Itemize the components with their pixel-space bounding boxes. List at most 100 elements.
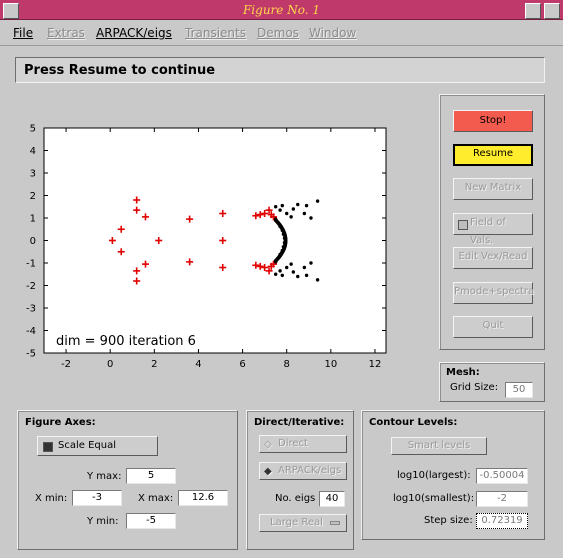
x-tick-label: 8 — [284, 359, 290, 370]
xmax-label: X max: — [138, 493, 174, 504]
grid-size-label: Grid Size: — [450, 382, 499, 393]
menu-demos[interactable]: Demos — [257, 26, 299, 40]
menu-arpack-eigs[interactable]: ARPACK/eigs — [96, 26, 172, 40]
x-tick-label: 6 — [239, 359, 245, 370]
menu-file[interactable]: File — [13, 26, 34, 40]
status-message-box: Press Resume to continue — [15, 57, 545, 83]
direct-radio[interactable]: ◇ Direct — [259, 435, 347, 453]
edit-view-button[interactable]: Edit Vex/Read — [453, 247, 533, 269]
eigenvalue-marker — [265, 267, 273, 275]
minimize-icon[interactable] — [525, 3, 541, 19]
ritz-value-marker — [289, 262, 293, 266]
y-tick-label: -5 — [26, 349, 36, 360]
field-of-values-toggle[interactable]: Field of Vals. — [453, 213, 533, 246]
eigenvalue-marker — [219, 264, 227, 271]
plot-area — [43, 127, 387, 354]
y-tick-label: 1 — [30, 214, 36, 225]
control-panel: Stop! Resume New Matrix Field of Vals. E… — [439, 94, 545, 350]
ritz-value-marker — [304, 273, 309, 278]
status-message: Press Resume to continue — [24, 63, 216, 78]
eigenvalue-marker — [133, 206, 141, 214]
figure-axes-panel: Figure Axes: Scale Equal Y max: 5 X min:… — [17, 410, 238, 550]
eigenvalue-marker — [117, 248, 125, 256]
ritz-value-marker — [296, 202, 300, 207]
x-tick-label: 12 — [369, 359, 382, 370]
menu-extras[interactable]: Extras — [47, 26, 85, 40]
ritz-value-marker — [273, 205, 278, 209]
stop-button[interactable]: Stop! — [453, 110, 533, 132]
y-tick-label: -4 — [26, 326, 36, 337]
grid-size-field[interactable]: 50 — [505, 382, 533, 398]
log-largest-field[interactable]: -0.50004 — [476, 468, 528, 484]
quit-button[interactable]: Quit — [453, 316, 533, 338]
eigenvalue-marker — [108, 237, 116, 244]
xmin-field[interactable]: -3 — [72, 490, 122, 506]
field-of-values-checkbox-icon — [458, 220, 468, 230]
x-tick-label: 4 — [195, 359, 201, 370]
scale-equal-label: Scale Equal — [58, 440, 116, 451]
new-matrix-button[interactable]: New Matrix — [453, 178, 533, 200]
ritz-value-marker — [291, 270, 296, 274]
contour-levels-title: Contour Levels: — [369, 417, 458, 428]
eigenvalue-marker — [133, 277, 141, 285]
eigenvalue-marker — [141, 260, 149, 268]
ymin-field[interactable]: -5 — [126, 513, 176, 529]
ritz-value-marker — [302, 265, 307, 270]
maximize-icon[interactable] — [544, 3, 560, 19]
pseudospectra-button[interactable]: Pmode+spectra — [453, 282, 534, 304]
ritz-value-marker — [278, 208, 282, 212]
arpack-radio-icon: ◆ — [264, 466, 272, 477]
direct-radio-label: Direct — [278, 438, 308, 449]
figure-axes-title: Figure Axes: — [25, 417, 96, 428]
contour-levels-panel: Contour Levels: Smart levels log10(large… — [361, 410, 545, 540]
smart-levels-button[interactable]: Smart levels — [391, 437, 487, 455]
ritz-value-marker — [302, 211, 307, 216]
ritz-value-marker — [278, 269, 282, 273]
menu-transients[interactable]: Transients — [185, 26, 246, 40]
ritz-value-marker — [289, 215, 293, 219]
y-tick-label: 4 — [30, 146, 36, 157]
xmin-label: X min: — [35, 493, 68, 504]
ritz-value-marker — [309, 216, 313, 220]
mesh-title: Mesh: — [446, 367, 480, 378]
menu-bar: File Extras ARPACK/eigs Transients Demos… — [0, 20, 563, 46]
y-tick-label: 3 — [30, 169, 36, 180]
eigs-which-menu[interactable]: Large Real — [259, 514, 347, 532]
ritz-value-marker — [315, 199, 320, 203]
eigenvalue-marker — [269, 260, 277, 268]
log-largest-label: log10(largest): — [397, 470, 471, 481]
arpack-radio[interactable]: ◆ ARPACK/eigs — [259, 462, 347, 480]
x-tick-label: -2 — [61, 359, 71, 370]
field-of-values-label: Field of Vals. — [470, 217, 506, 246]
direct-iterative-title: Direct/Iterative: — [254, 417, 345, 428]
ritz-value-marker — [291, 207, 296, 211]
title-bar[interactable]: Figure No. 1 — [0, 0, 563, 20]
y-tick-label: -2 — [26, 281, 36, 292]
xmax-field[interactable]: 12.6 — [178, 490, 228, 506]
num-eigs-field[interactable]: 40 — [319, 491, 345, 507]
eigenvalue-marker — [261, 210, 269, 217]
ymax-field[interactable]: 5 — [126, 468, 176, 484]
direct-radio-icon: ◇ — [264, 439, 272, 450]
resume-button[interactable]: Resume — [453, 144, 533, 166]
window-menu-icon[interactable] — [3, 3, 19, 19]
y-tick-label: 0 — [30, 236, 36, 247]
y-tick-label: -1 — [26, 259, 36, 270]
log-smallest-field[interactable]: -2 — [476, 491, 528, 507]
eigenvalue-marker — [219, 210, 227, 217]
arpack-radio-label: ARPACK/eigs — [278, 465, 342, 476]
step-size-label: Step size: — [424, 515, 473, 526]
scale-equal-toggle[interactable]: Scale Equal — [37, 436, 158, 456]
y-tick-label: -3 — [26, 304, 36, 315]
window-title: Figure No. 1 — [242, 3, 320, 17]
step-size-field[interactable]: 0.72319 — [476, 513, 528, 529]
mesh-panel: Mesh: Grid Size: 50 — [439, 362, 545, 402]
menu-window[interactable]: Window — [309, 26, 357, 40]
scale-equal-checkbox-icon — [43, 442, 53, 452]
ritz-value-marker — [285, 265, 289, 270]
ritz-value-marker — [280, 203, 284, 208]
ritz-value-marker — [280, 273, 284, 278]
x-tick-label: 10 — [324, 359, 337, 370]
y-tick-label: 2 — [30, 191, 36, 202]
